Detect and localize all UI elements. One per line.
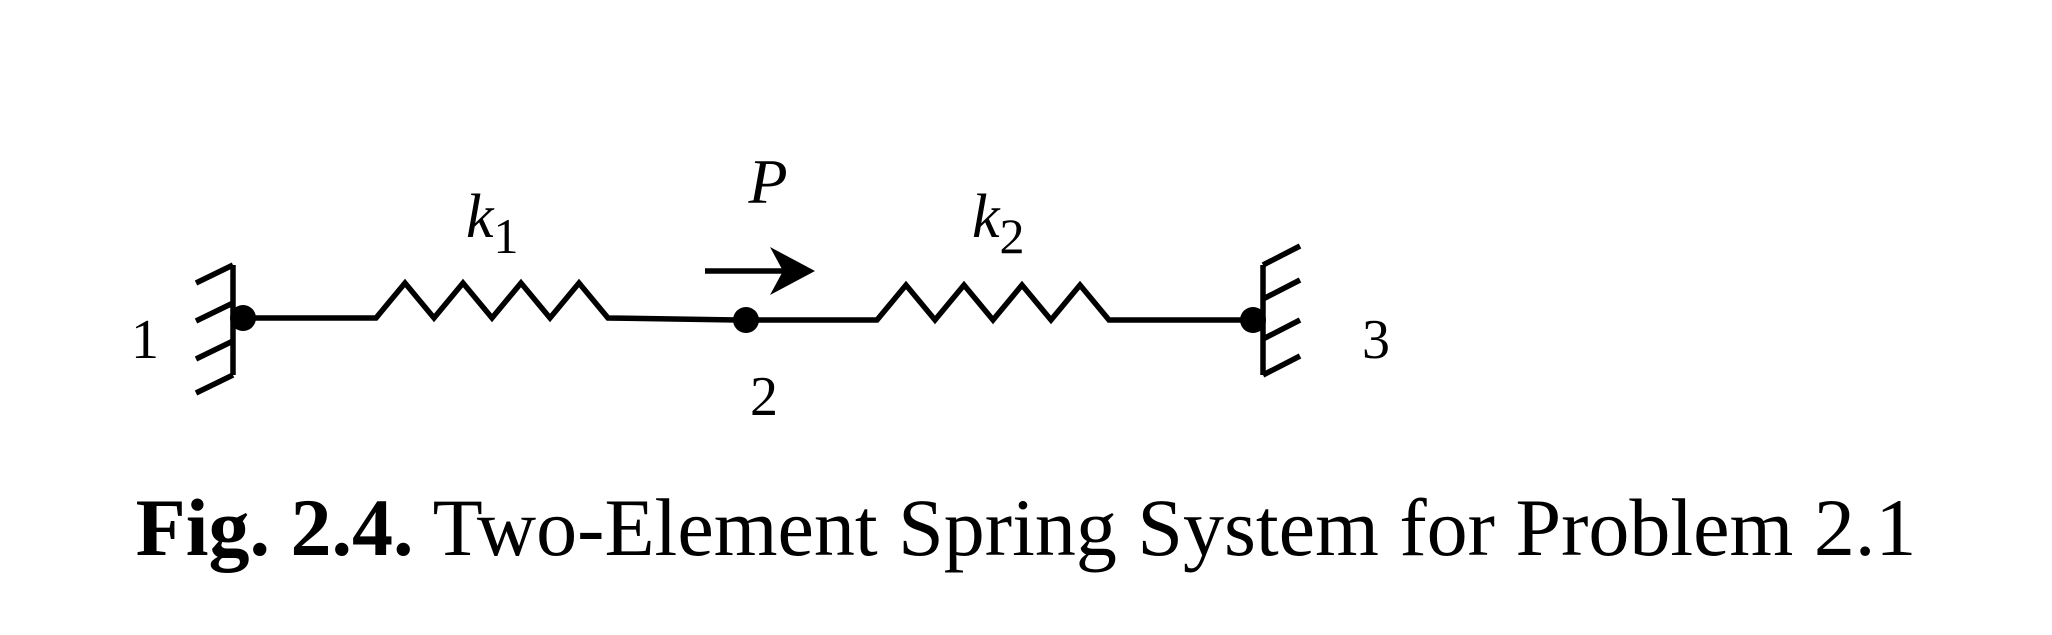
spring-k1-label: k1 [466,183,519,264]
node-1-dot [230,305,256,331]
node-3-label: 3 [1362,309,1390,371]
load-label: P [747,146,787,217]
node-2-label: 2 [750,366,778,428]
spring-k2-label-base: k [972,183,1001,251]
figure-caption: Fig. 2.4. Two-Element Spring System for … [0,487,2052,569]
spring-k1 [243,278,738,323]
spring-k1-label-sub: 1 [494,208,519,264]
left-wall-support [194,262,236,396]
figure-title: Two-Element Spring System for Problem 2.… [432,482,1917,573]
load-arrow [705,247,815,295]
node-1-label: 1 [131,309,159,371]
right-wall-support [1260,243,1302,378]
node-2-dot [733,307,759,333]
spring-k2 [744,280,1253,325]
spring-k2-label-sub: 2 [1000,208,1025,264]
spring-k2-label: k2 [972,183,1025,264]
spring-k1-label-base: k [466,183,495,251]
figure-number: Fig. 2.4. [135,482,414,573]
node-3-dot [1240,307,1266,333]
